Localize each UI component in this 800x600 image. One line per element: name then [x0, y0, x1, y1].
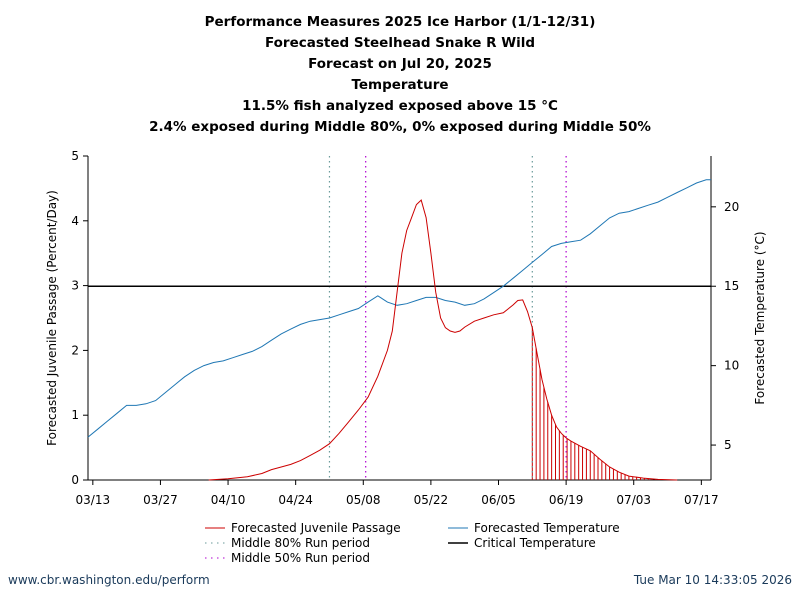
- chart-subtitle-exposure: 11.5% fish analyzed exposed above 15 °C: [242, 98, 558, 114]
- x-tick-label: 07/03: [616, 493, 651, 507]
- legend-label: Forecasted Temperature: [474, 521, 620, 535]
- y-axis-label: Forecasted Juvenile Passage (Percent/Day…: [45, 190, 59, 446]
- y-tick-label: 0: [71, 473, 79, 487]
- chart-subtitle-species: Forecasted Steelhead Snake R Wild: [264, 35, 536, 51]
- y2-tick-label: 10: [724, 359, 739, 373]
- x-tick-label: 03/13: [76, 493, 111, 507]
- y2-axis-label: Forecasted Temperature (°C): [753, 231, 767, 404]
- y2-tick-label: 20: [724, 200, 739, 214]
- chart-subtitle-measure: Temperature: [351, 77, 449, 93]
- x-tick-label: 03/27: [143, 493, 178, 507]
- chart-subtitle-middle-exposure: 2.4% exposed during Middle 80%, 0% expos…: [149, 119, 651, 135]
- exposure-hatch: [531, 327, 672, 480]
- y2-tick-label: 5: [724, 438, 732, 452]
- legend-label: Forecasted Juvenile Passage: [231, 521, 401, 535]
- legend-label: Middle 80% Run period: [231, 536, 370, 550]
- x-tick-label: 06/05: [481, 493, 516, 507]
- x-tick-label: 05/22: [414, 493, 449, 507]
- y-tick-label: 3: [71, 279, 79, 293]
- y-tick-label: 5: [71, 149, 79, 163]
- footer-timestamp: Tue Mar 10 14:33:05 2026: [633, 573, 792, 587]
- y2-tick-label: 15: [724, 279, 739, 293]
- footer-url[interactable]: www.cbr.washington.edu/perform: [8, 573, 210, 587]
- x-tick-label: 06/19: [549, 493, 584, 507]
- chart-subtitle-forecast-date: Forecast on Jul 20, 2025: [308, 56, 492, 72]
- x-tick-label: 04/24: [278, 493, 313, 507]
- legend-label: Middle 50% Run period: [231, 551, 370, 565]
- x-tick-label: 05/08: [346, 493, 381, 507]
- y-tick-label: 4: [71, 214, 79, 228]
- passage-series-line: [208, 199, 678, 481]
- chart-title: Performance Measures 2025 Ice Harbor (1/…: [204, 14, 596, 30]
- y-tick-label: 1: [71, 408, 79, 422]
- temperature-series-line: [87, 179, 711, 438]
- x-tick-label: 07/17: [684, 493, 719, 507]
- y-tick-label: 2: [71, 343, 79, 357]
- x-tick-label: 04/10: [211, 493, 246, 507]
- legend-label: Critical Temperature: [474, 536, 596, 550]
